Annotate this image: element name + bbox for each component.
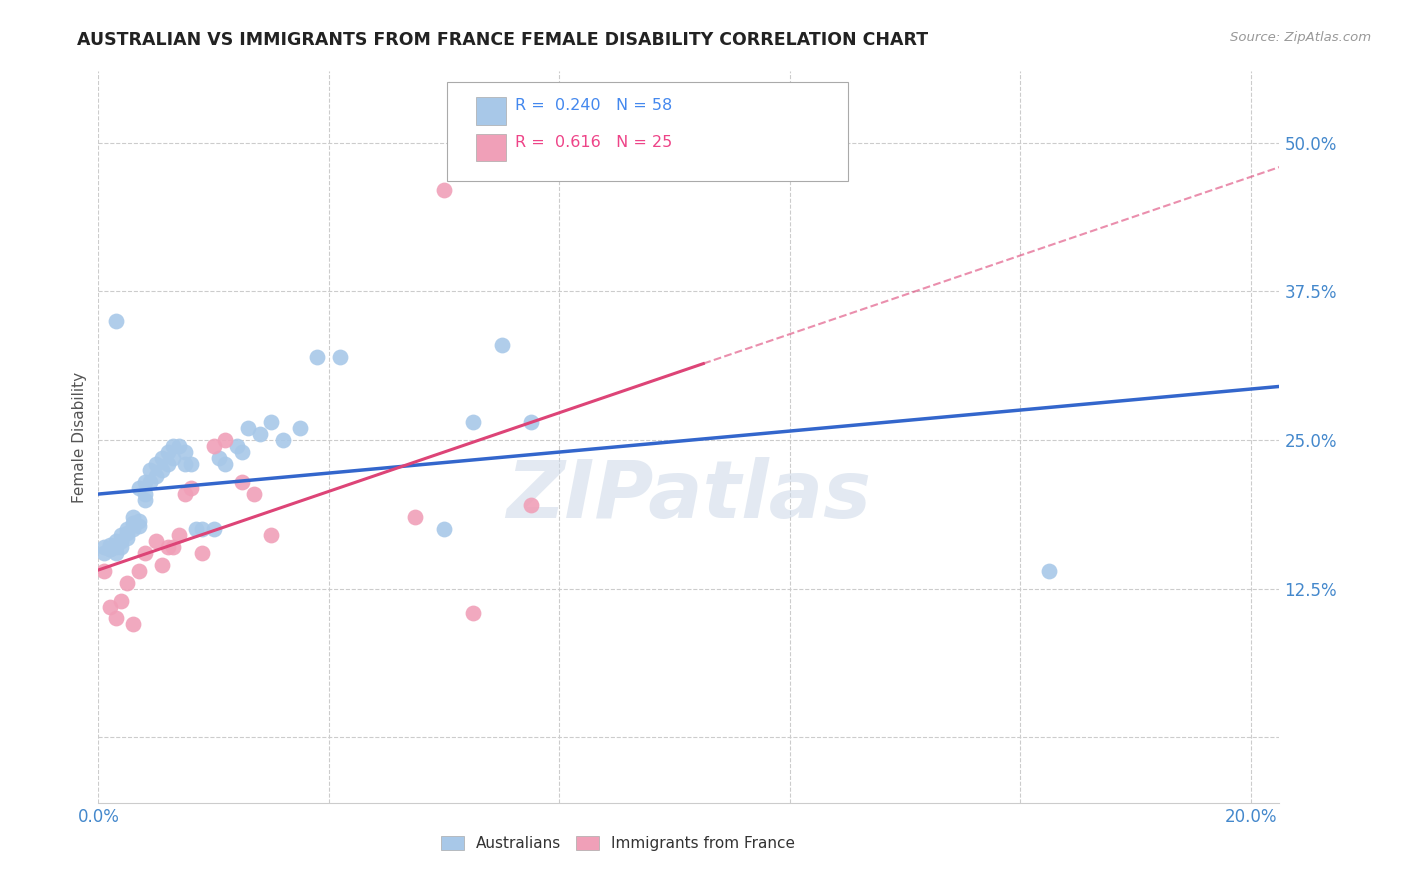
Point (202, 522, 225, 536)
Point (115, 575, 138, 590)
Point (98, 538, 121, 552)
Text: R =  0.616   N = 25: R = 0.616 N = 25 (516, 135, 672, 150)
Point (433, 522, 456, 536)
Point (134, 475, 156, 489)
Point (173, 486, 195, 500)
Point (231, 475, 253, 489)
Point (122, 617, 145, 632)
Point (104, 540, 127, 554)
Point (173, 457, 195, 471)
Point (249, 427, 271, 442)
Point (145, 457, 167, 471)
Point (162, 450, 184, 465)
Point (180, 457, 202, 471)
Point (134, 486, 156, 500)
Point (104, 538, 127, 552)
Point (288, 421, 311, 435)
Point (110, 534, 132, 549)
Point (461, 606, 484, 620)
Point (128, 518, 150, 533)
Point (433, 183, 456, 197)
Point (225, 439, 247, 453)
Point (139, 463, 162, 477)
Point (491, 338, 513, 352)
Point (461, 415, 484, 429)
Point (173, 445, 195, 459)
Point (214, 433, 236, 447)
Point (115, 522, 138, 536)
Point (271, 433, 294, 447)
Point (404, 510, 426, 524)
Point (93, 540, 115, 554)
Point (122, 516, 145, 531)
Point (128, 481, 150, 495)
FancyBboxPatch shape (477, 134, 506, 161)
Point (191, 522, 214, 536)
Point (115, 525, 138, 540)
Point (260, 528, 283, 542)
Point (156, 445, 179, 459)
Point (93, 564, 115, 578)
Point (110, 528, 132, 542)
Point (110, 540, 132, 554)
FancyBboxPatch shape (447, 82, 848, 181)
Point (1038, 564, 1060, 578)
Point (191, 546, 214, 560)
Point (128, 564, 150, 578)
Point (162, 439, 184, 453)
Point (519, 415, 541, 429)
Point (150, 558, 173, 572)
Point (167, 528, 190, 542)
Point (115, 531, 138, 545)
Point (145, 468, 167, 483)
Y-axis label: Female Disability: Female Disability (72, 371, 87, 503)
Text: AUSTRALIAN VS IMMIGRANTS FROM FRANCE FEMALE DISABILITY CORRELATION CHART: AUSTRALIAN VS IMMIGRANTS FROM FRANCE FEM… (77, 31, 928, 49)
Point (134, 546, 156, 560)
Point (104, 611, 127, 625)
Point (162, 540, 184, 554)
Point (93, 546, 115, 560)
Point (98, 542, 121, 557)
Point (231, 445, 253, 459)
Point (519, 499, 541, 513)
Point (238, 421, 260, 435)
Point (104, 546, 127, 560)
Text: ZIPatlas: ZIPatlas (506, 457, 872, 534)
Point (186, 522, 208, 536)
Point (122, 510, 145, 524)
Point (139, 475, 162, 489)
Point (167, 439, 190, 453)
Point (156, 540, 179, 554)
Point (260, 415, 283, 429)
Point (307, 350, 329, 364)
Legend: Australians, Immigrants from France: Australians, Immigrants from France (434, 830, 801, 857)
Point (208, 450, 231, 465)
Point (145, 534, 167, 549)
Point (329, 350, 352, 364)
Point (104, 314, 127, 328)
Point (134, 492, 156, 507)
Point (98, 599, 121, 614)
Point (180, 481, 202, 495)
Point (110, 593, 132, 607)
Point (156, 457, 179, 471)
Point (104, 534, 127, 549)
Point (128, 514, 150, 528)
Point (202, 439, 225, 453)
Point (243, 486, 266, 500)
Point (150, 463, 173, 477)
FancyBboxPatch shape (477, 97, 506, 125)
Text: Source: ZipAtlas.com: Source: ZipAtlas.com (1230, 31, 1371, 45)
Point (98, 542, 121, 557)
Point (214, 457, 236, 471)
Text: R =  0.240   N = 58: R = 0.240 N = 58 (516, 98, 672, 113)
Point (150, 450, 173, 465)
Point (122, 522, 145, 536)
